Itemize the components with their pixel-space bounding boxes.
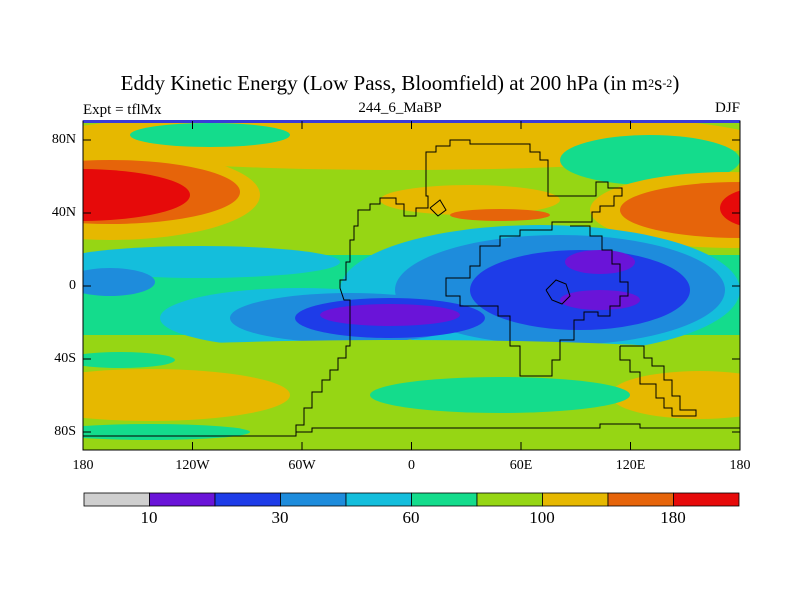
colorbar-swatch (673, 492, 740, 507)
colorbar-swatch (280, 492, 347, 507)
colorbar-label-100: 100 (529, 508, 555, 527)
experiment-label: Expt = tflMx (83, 102, 162, 118)
y-tick-0: 0 (69, 278, 76, 293)
y-tick-80s: 80S (54, 424, 76, 439)
x-tick-120w: 120W (175, 458, 210, 473)
x-tick-180w: 180 (72, 458, 94, 473)
colorbar-swatch (214, 492, 281, 507)
colorbar-label-30: 30 (271, 508, 289, 527)
continent-outline (83, 139, 629, 437)
antarctica-outline (83, 423, 740, 437)
colorbar-swatch (149, 492, 216, 507)
colorbar-swatch (607, 492, 674, 507)
colorbar-swatch (83, 492, 150, 507)
x-tick-0: 0 (408, 458, 415, 473)
x-tick-60w: 60W (288, 458, 316, 473)
season-label: DJF (714, 100, 740, 116)
australia-outline (619, 345, 697, 417)
island-outline (429, 199, 447, 217)
colorbar-swatch (345, 492, 412, 507)
x-tick-120e: 120E (615, 458, 646, 473)
case-label: 244_6_MaBP (358, 100, 442, 116)
colorbar-label-180: 180 (660, 508, 686, 527)
colorbar-swatch (411, 492, 478, 507)
x-tick-60e: 60E (509, 458, 533, 473)
y-tick-80n: 80N (51, 132, 76, 147)
madagascar-outline (545, 279, 571, 305)
colorbar-label-60: 60 (402, 508, 420, 527)
colorbar-label-10: 10 (140, 508, 158, 527)
y-tick-40n: 40N (51, 205, 76, 220)
colorbar-swatch (542, 492, 609, 507)
y-tick-40s: 40S (54, 351, 76, 366)
map-title: Eddy Kinetic Energy (Low Pass, Bloomfiel… (120, 71, 680, 95)
colorbar-swatch (476, 492, 543, 507)
x-tick-180e: 180 (729, 458, 751, 473)
colorbar (83, 492, 740, 507)
eke-field (83, 121, 740, 450)
